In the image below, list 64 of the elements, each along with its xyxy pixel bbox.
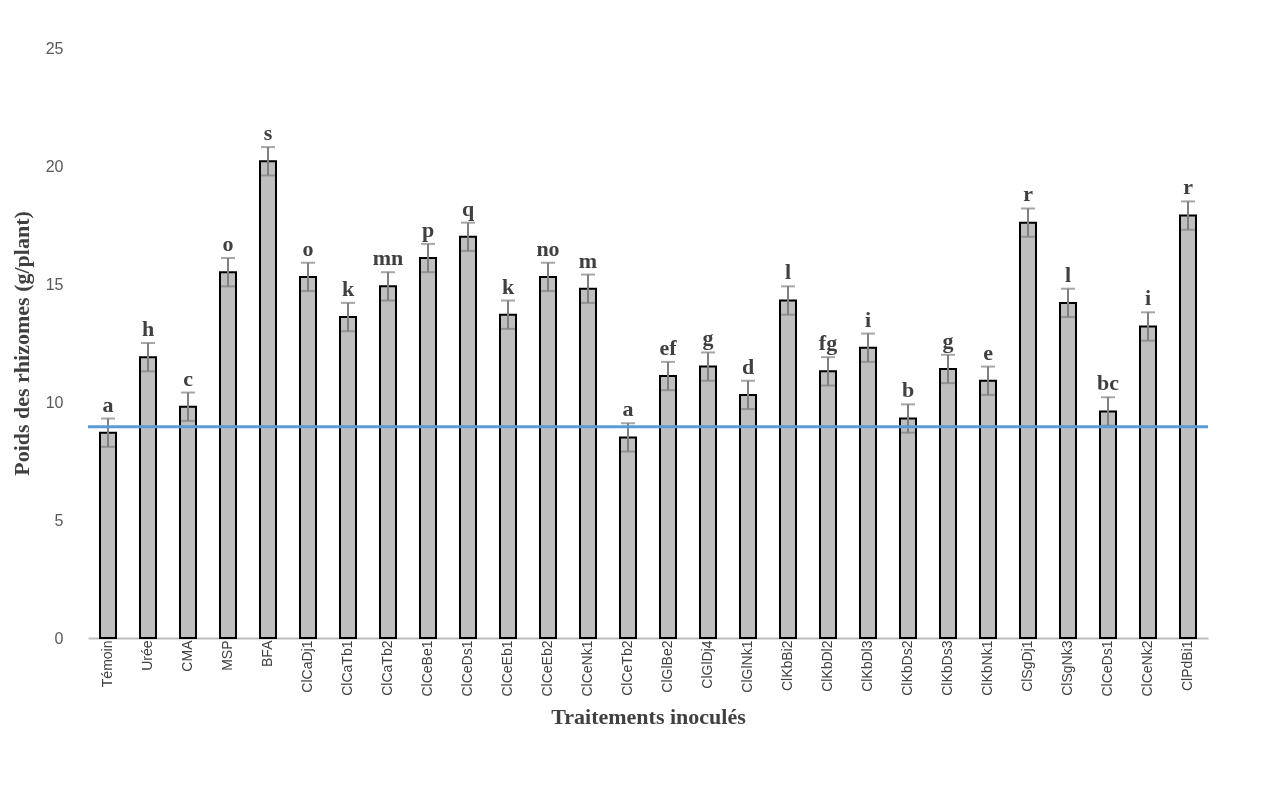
- x-tick-label: ClCeEb2: [539, 640, 555, 697]
- data-label: p: [421, 216, 435, 242]
- y-tick-label: 20: [45, 157, 64, 175]
- data-label: r: [1023, 181, 1034, 207]
- x-tick-label: MSP: [219, 640, 235, 671]
- data-label: b: [901, 377, 915, 403]
- data-label: q: [461, 195, 475, 221]
- data-label: no: [536, 235, 560, 261]
- x-tick-label: ClCeTb2: [619, 640, 635, 696]
- x-tick-label: ClCeBe1: [419, 640, 435, 697]
- x-tick-label: Urée: [139, 640, 155, 671]
- data-label: r: [1183, 174, 1194, 200]
- x-tick-label: Témoin: [99, 640, 115, 688]
- data-label: a: [622, 396, 634, 422]
- x-tick-label: ClKbDs3: [939, 640, 955, 696]
- y-tick-label: 0: [54, 629, 64, 647]
- data-label: m: [578, 247, 598, 273]
- data-label: c: [183, 365, 194, 391]
- data-label: s: [263, 120, 273, 146]
- data-label: l: [1064, 261, 1072, 287]
- x-tick-label: ClCaTb2: [379, 640, 395, 696]
- x-tick-label: CMA: [179, 639, 195, 672]
- x-axis-title: Traitements inoculés: [551, 703, 747, 729]
- data-label: bc: [1097, 370, 1120, 396]
- x-tick-label: ClCeDs1: [459, 640, 475, 697]
- data-label: i: [864, 306, 872, 332]
- data-label: fg: [818, 330, 838, 356]
- x-tick-label: BFA: [259, 639, 275, 667]
- data-label: a: [102, 391, 114, 417]
- data-label: g: [702, 325, 714, 351]
- x-tick-label: ClSgNk3: [1059, 640, 1075, 696]
- data-label: e: [983, 339, 994, 365]
- x-tick-label: ClCeNk2: [1139, 640, 1155, 697]
- data-label: k: [341, 275, 355, 301]
- x-tick-label: ClCeEb1: [499, 640, 515, 697]
- x-tick-label: ClKbBi2: [779, 640, 795, 692]
- x-tick-label: ClCeNk1: [579, 640, 595, 697]
- x-tick-label: ClPdBi1: [1179, 640, 1195, 692]
- data-label: k: [501, 273, 515, 299]
- data-label: i: [1144, 285, 1152, 311]
- x-tick-label: ClKbDl2: [819, 640, 835, 692]
- x-tick-label: ClKbNk1: [979, 640, 995, 696]
- x-tick-label: ClSgDj1: [1019, 640, 1035, 692]
- x-tick-label: ClCeDs1: [1099, 640, 1115, 697]
- x-tick-label: ClCaDj1: [299, 640, 315, 693]
- data-label: o: [222, 231, 234, 257]
- data-label: l: [784, 259, 792, 285]
- data-label: d: [741, 353, 755, 379]
- y-tick-label: 25: [45, 39, 64, 57]
- x-tick-label: ClCaTb1: [339, 640, 355, 696]
- x-tick-label: ClGlDj4: [699, 640, 715, 689]
- y-axis-title: Poids des rhizomes (g/plant): [8, 211, 34, 476]
- y-tick-label: 15: [45, 275, 64, 293]
- x-tick-label: ClKbDs2: [899, 640, 915, 696]
- data-label: ef: [659, 334, 678, 360]
- x-tick-label: ClGlBe2: [659, 640, 675, 693]
- data-label: o: [302, 235, 314, 261]
- data-label: g: [942, 327, 954, 353]
- data-label: mn: [372, 245, 404, 271]
- y-tick-label: 10: [45, 393, 64, 411]
- x-tick-label: ClKbDl3: [859, 640, 875, 692]
- y-tick-label: 5: [54, 511, 64, 529]
- data-label: h: [141, 316, 155, 341]
- x-tick-label: ClGlNk1: [739, 640, 755, 693]
